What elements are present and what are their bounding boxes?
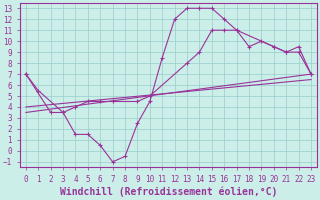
X-axis label: Windchill (Refroidissement éolien,°C): Windchill (Refroidissement éolien,°C) xyxy=(60,187,277,197)
